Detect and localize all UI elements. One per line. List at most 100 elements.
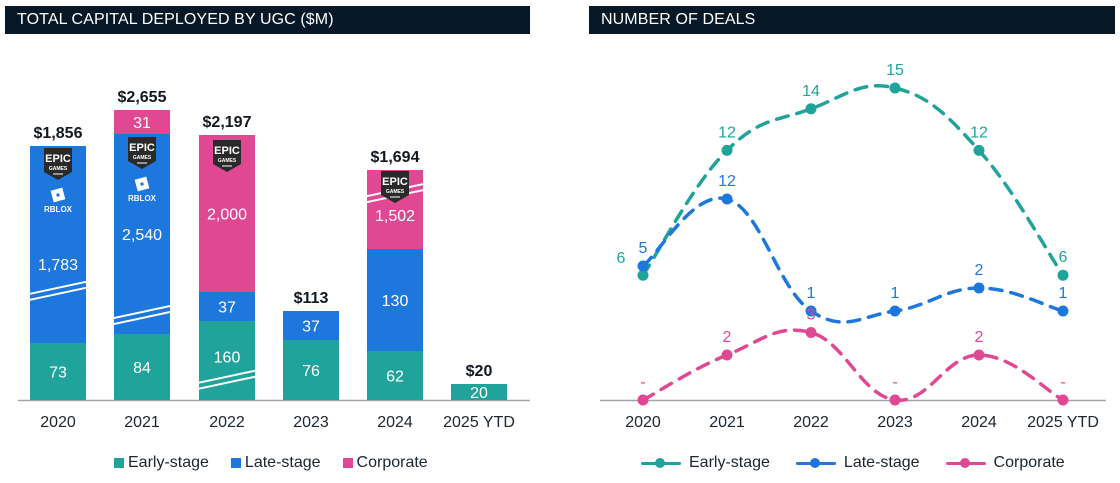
data-label: - (640, 374, 645, 391)
data-label: - (892, 374, 897, 391)
legend-label: Corporate (993, 454, 1065, 471)
x-tick-label: 2025 YTD (443, 414, 515, 431)
bar-segment-early (367, 351, 423, 400)
data-point (1057, 394, 1069, 406)
roblox-hole (140, 182, 144, 186)
data-label: 3 (807, 307, 816, 324)
epic-games-shield (381, 171, 409, 203)
roblox-logo-icon: RBLOX (128, 176, 157, 203)
capital-deployed-panel: TOTAL CAPITAL DEPLOYED BY UGC ($M) 73 1,7… (0, 0, 540, 483)
bar-total-label: $20 (466, 363, 493, 380)
bar-stack-2023: 76 37 (283, 311, 339, 400)
segment-value-label: 37 (218, 300, 236, 317)
series-line (641, 84, 1065, 277)
data-point (805, 103, 817, 115)
data-label: 1 (891, 285, 900, 302)
data-label: 5 (639, 240, 648, 257)
data-label: 6 (1059, 249, 1068, 266)
data-point (973, 144, 985, 156)
data-point (721, 193, 733, 205)
games-text: GAMES (49, 166, 68, 172)
data-point (637, 260, 649, 272)
x-tick-label: 2024 (377, 414, 413, 431)
segment-value-label: 1,783 (38, 257, 78, 274)
epic-games-shield (44, 148, 72, 180)
x-tick-label: 2020 (40, 414, 76, 431)
bar-segment-early (114, 334, 170, 400)
data-point (721, 349, 733, 361)
segment-value-label: 73 (49, 365, 67, 382)
data-point (805, 327, 817, 338)
data-point (973, 282, 985, 294)
data-label: 15 (886, 62, 904, 79)
games-text: GAMES (386, 189, 405, 195)
legend-item-corporate: Corporate (945, 454, 1065, 472)
axis-break-line (198, 375, 256, 390)
data-label: 12 (718, 173, 736, 190)
bar-segment-early (283, 340, 339, 400)
x-tick-label: 2020 (625, 414, 661, 431)
roblox-logo-icon: RBLOX (44, 187, 73, 214)
bar-segment-late (199, 292, 255, 321)
legend-label: Late-stage (244, 454, 321, 471)
x-tick-label: 2022 (793, 414, 829, 431)
capital-chart-title: TOTAL CAPITAL DEPLOYED BY UGC ($M) (5, 6, 530, 34)
segment-value-label: 84 (133, 360, 151, 377)
segment-value-label: 130 (382, 293, 409, 310)
capital-legend: Early-stage Late-stage Corporate (114, 454, 450, 472)
epic-games-shield (213, 140, 241, 172)
axis-break-line (113, 305, 171, 319)
data-label: 1 (1059, 285, 1068, 302)
legend-line-late (795, 458, 836, 468)
axis-break-line (29, 286, 87, 301)
data-label: 2 (975, 262, 984, 279)
data-label: 6 (617, 250, 626, 267)
bar-total-label: $1,694 (371, 149, 420, 166)
axis-break-line (198, 369, 256, 384)
bar-segment-early (451, 384, 507, 400)
axis-break-band (114, 306, 170, 324)
legend-label: Early-stage (128, 454, 209, 471)
segment-value-label: 31 (133, 115, 151, 132)
legend-line-early (641, 458, 681, 468)
legend-item-corporate: Corporate (342, 454, 428, 472)
axis-break-line (29, 280, 87, 295)
roblox-text: RBLOX (44, 205, 73, 214)
line-series-corporate: - 2 3 - 2 - (637, 307, 1069, 406)
data-point (721, 144, 733, 156)
bar-stack-2024: 62 130 1,502 (366, 170, 424, 400)
legend-item-late-stage: Late-stage (230, 454, 321, 472)
bar-total-label: $2,655 (118, 89, 167, 106)
bar-stack-2025-ytd: 20 (451, 384, 507, 402)
x-tick-label: 2023 (293, 414, 329, 431)
data-point (889, 394, 901, 406)
epic-games-shield (128, 137, 156, 169)
data-label: 14 (802, 83, 820, 100)
deals-chart-title: NUMBER OF DEALS (589, 6, 1115, 34)
legend-label: Late-stage (843, 454, 920, 471)
bar-stack-2021: 84 2,540 31 (113, 110, 171, 400)
bar-segment-corporate (114, 110, 170, 134)
epic-text: EPIC (382, 176, 408, 188)
data-point (889, 82, 901, 94)
roblox-text: RBLOX (128, 194, 157, 203)
bar-stack-2022: 160 37 2,000 (198, 135, 256, 400)
data-label: 2 (723, 329, 732, 346)
data-label: 1 (807, 285, 816, 302)
legend-swatch-late (230, 458, 241, 468)
legend-label: Early-stage (689, 454, 770, 471)
x-tick-label: 2025 YTD (1027, 414, 1099, 431)
x-tick-label: 2023 (877, 414, 913, 431)
bar-stack-2020: 73 1,783 (29, 146, 87, 400)
data-point (1057, 269, 1069, 281)
roblox-hole (56, 193, 60, 197)
data-point (1057, 305, 1069, 317)
axis-break-band (30, 281, 86, 300)
segment-value-label: 1,502 (375, 208, 415, 225)
legend-swatch-corporate (342, 458, 353, 468)
data-label: 2 (975, 329, 984, 346)
